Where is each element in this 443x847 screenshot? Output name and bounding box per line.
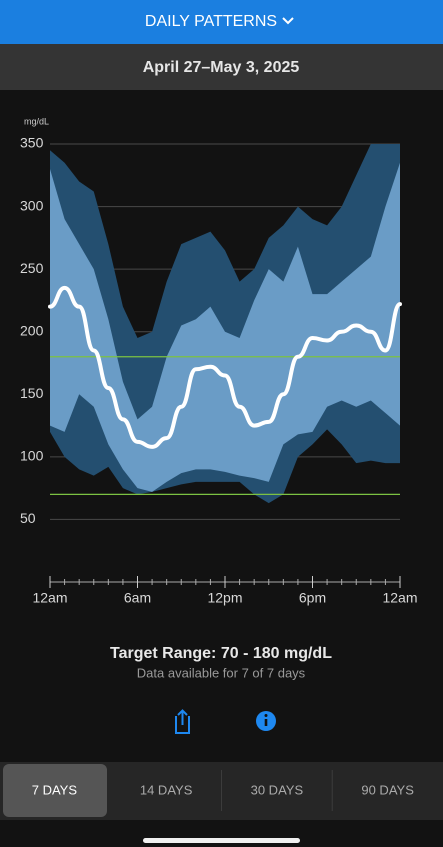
date-bar [0,44,443,90]
target-subtitle: Data available for 7 of 7 days [137,665,306,680]
tab-label[interactable]: 90 DAYS [361,782,414,797]
tab-selected[interactable] [3,764,107,817]
info-i[interactable] [264,719,268,726]
tab-label[interactable]: 14 DAYS [140,782,193,797]
y-axis-label: mg/dL [24,116,49,126]
x-tick-label: 12pm [207,590,242,606]
target-title: Target Range: 70 - 180 mg/dL [110,645,332,662]
chart: mg/dL 50 100 150 200 250 300 350 12am 6am 12pm 6pm 1… [20,116,418,605]
date-range: April 27–May 3, 2025 [143,59,300,76]
y-tick-label: 300 [20,197,44,213]
home-indicator [143,838,300,843]
info-dot[interactable] [264,714,268,717]
chevron[interactable] [282,17,294,25]
tabs: 7 DAYS 14 DAYS 30 DAYS 90 DAYS [3,764,414,817]
y-tick-label: 150 [20,385,44,401]
share-button[interactable] [175,709,190,734]
x-tick-label: 12am [32,590,67,606]
x-tick-label: 6pm [299,590,326,606]
y-tick-label: 250 [20,260,44,276]
info-button[interactable] [256,711,276,731]
y-tick-label: 100 [20,448,44,464]
percentile-band [50,162,400,492]
median-line [48,285,402,449]
tab-label[interactable]: 30 DAYS [251,782,304,797]
y-tick-label: 200 [20,322,44,338]
y-tick-label: 50 [20,510,36,526]
tab-label[interactable]: 7 DAYS [32,782,78,797]
share-icon[interactable] [175,716,190,734]
header-bar[interactable] [0,0,443,44]
x-tick-label: 6am [124,590,151,606]
share-arrow[interactable] [177,709,188,726]
x-tick-label: 12am [382,590,417,606]
header-title[interactable]: DAILY PATTERNS [145,13,277,30]
y-tick-label: 350 [20,135,44,151]
